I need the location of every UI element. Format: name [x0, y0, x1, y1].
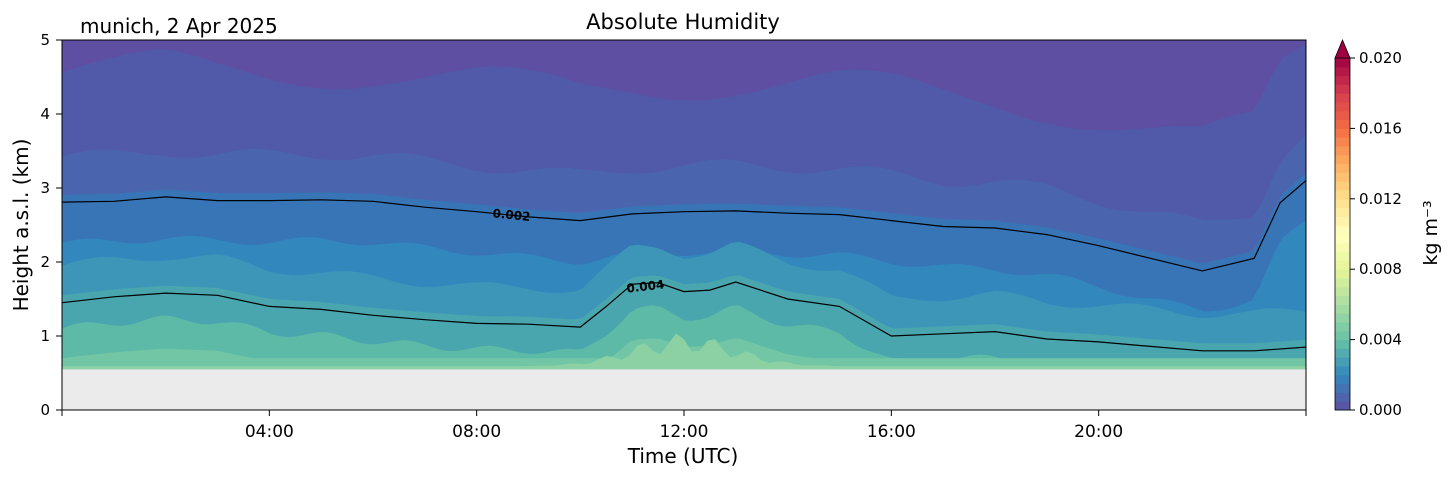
- colorbar-step: [1335, 260, 1350, 270]
- humidity-band-9: [62, 333, 1306, 370]
- y-tick-label: 1: [40, 327, 50, 345]
- chart-title: Absolute Humidity: [586, 10, 780, 34]
- colorbar-step: [1335, 366, 1350, 376]
- colorbar-step: [1335, 242, 1350, 253]
- y-tick-label: 5: [40, 31, 50, 49]
- contour-label-0: 0.002: [492, 206, 531, 224]
- colorbar-step: [1335, 110, 1350, 121]
- colorbar-step: [1335, 313, 1350, 323]
- y-axis-label: Height a.s.l. (km): [9, 139, 33, 312]
- colorbar-step: [1335, 330, 1350, 341]
- colorbar-step: [1335, 286, 1350, 297]
- contour-line-1: [62, 281, 1306, 352]
- colorbar-step: [1335, 339, 1350, 349]
- colorbar-tick-label: 0.020: [1359, 49, 1402, 67]
- colorbar-step: [1335, 304, 1350, 314]
- x-tick-label: 04:00: [245, 422, 294, 442]
- colorbar-step: [1335, 374, 1350, 385]
- colorbar-step: [1335, 216, 1350, 226]
- x-tick-label: 16:00: [867, 422, 916, 442]
- x-axis: 04:00 08:00 12:00 16:00 20:00: [61, 410, 1307, 442]
- x-tick-label: 20:00: [1074, 422, 1123, 442]
- colorbar-tick-label: 0.004: [1359, 331, 1402, 349]
- colorbar-tick-label: 0.012: [1359, 190, 1402, 208]
- colorbar-step: [1335, 357, 1350, 367]
- colorbar-step: [1335, 322, 1350, 332]
- colorbar-step: [1335, 146, 1350, 156]
- colorbar-step: [1335, 190, 1350, 200]
- colorbar-step: [1335, 383, 1350, 393]
- y-tick-label: 2: [40, 253, 50, 271]
- colorbar-step: [1335, 234, 1350, 244]
- y-axis: 0 1 2 3 4 5: [40, 31, 62, 419]
- colorbar-step: [1335, 401, 1350, 411]
- colorbar-step: [1335, 225, 1350, 235]
- humidity-band-7: [62, 305, 1306, 370]
- contour-line-0: [62, 180, 1306, 272]
- x-tick-label: 12:00: [660, 422, 709, 442]
- colorbar-step: [1335, 278, 1350, 288]
- location-date-label: munich, 2 Apr 2025: [80, 14, 278, 38]
- colorbar-step: [1335, 84, 1350, 94]
- colorbar-tick-label: 0.008: [1359, 260, 1402, 278]
- colorbar-step: [1335, 198, 1350, 209]
- colorbar-step: [1335, 137, 1350, 147]
- colorbar-step: [1335, 58, 1350, 68]
- colorbar-step: [1335, 295, 1350, 305]
- colorbar-step: [1335, 163, 1350, 173]
- colorbar-step: [1335, 348, 1350, 358]
- colorbar-step: [1335, 128, 1350, 138]
- x-tick-label: 08:00: [452, 422, 501, 442]
- colorbar-step: [1335, 119, 1350, 129]
- colorbar-step: [1335, 154, 1350, 165]
- colorbar-step: [1335, 207, 1350, 217]
- colorbar-frame: [1334, 58, 1351, 411]
- colorbar-step: [1335, 75, 1350, 85]
- colorbar-tick-label: 0.000: [1359, 401, 1402, 419]
- colorbar-step: [1335, 66, 1350, 77]
- colorbar-label: kg m⁻³: [1420, 200, 1442, 265]
- y-tick-label: 4: [40, 105, 50, 123]
- colorbar-step: [1335, 102, 1350, 112]
- contour-label-1: 0.004: [626, 277, 665, 295]
- y-tick-label: 3: [40, 179, 50, 197]
- colorbar-extend-arrow: [1334, 38, 1351, 59]
- colorbar-step: [1335, 392, 1350, 402]
- y-tick-label: 0: [40, 401, 50, 419]
- colorbar-step: [1335, 251, 1350, 261]
- colorbar: 0.000 0.004 0.008 0.012 0.016 0.020: [1334, 38, 1402, 419]
- x-axis-label: Time (UTC): [627, 444, 739, 468]
- no-data-region: [62, 369, 1306, 410]
- humidity-contours: 0.002 0.004: [62, 180, 1306, 352]
- colorbar-step: [1335, 172, 1350, 182]
- colorbar-step: [1335, 269, 1350, 279]
- colorbar-tick-label: 0.016: [1359, 119, 1402, 137]
- humidity-field: [62, 40, 1306, 410]
- colorbar-step: [1335, 181, 1350, 191]
- colorbar-step: [1335, 93, 1350, 103]
